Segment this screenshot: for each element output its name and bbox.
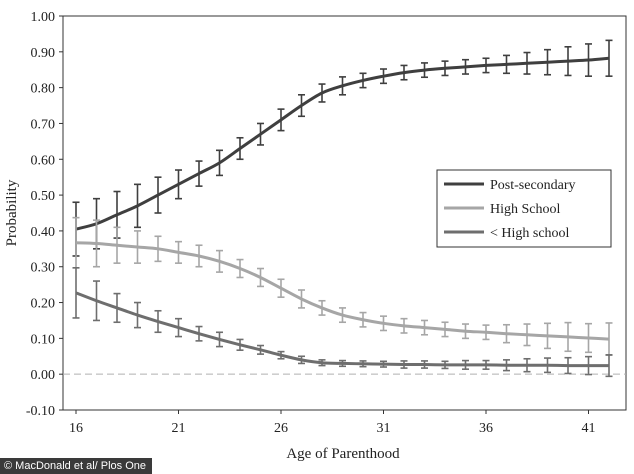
y-tick-label: 0.30: [31, 261, 56, 276]
y-tick-label: 0.20: [31, 297, 56, 312]
series-line: [75, 56, 610, 231]
x-tick-label: 16: [69, 421, 83, 436]
x-tick-label: 26: [274, 421, 288, 436]
y-axis-title: Probability: [4, 179, 20, 246]
x-axis-title: Age of Parenthood: [286, 446, 400, 462]
y-tick-label: -0.10: [26, 404, 55, 419]
y-tick-label: 0.80: [31, 82, 56, 97]
series-2: [72, 267, 613, 378]
y-tick-label: 1.00: [31, 10, 56, 25]
series-layer: [72, 39, 613, 378]
legend-label: Post-secondary: [490, 178, 576, 193]
x-tick-label: 31: [377, 421, 391, 436]
legend-label: High School: [490, 202, 561, 217]
y-tick-label: 0.00: [31, 368, 56, 383]
y-tick-label: 0.40: [31, 225, 56, 240]
y-tick-label: 0.60: [31, 153, 56, 168]
legend-label: < High school: [490, 226, 570, 241]
legend: Post-secondary High School < High school: [436, 169, 612, 248]
image-credit: © MacDonald et al/ Plos One: [0, 458, 153, 474]
x-tick-label: 21: [172, 421, 186, 436]
y-tick-label: 0.50: [31, 189, 56, 204]
x-tick-label: 36: [479, 421, 493, 436]
plot-frame: [62, 15, 627, 411]
y-tick-label: 0.90: [31, 46, 56, 61]
y-tick-label: 0.70: [31, 117, 56, 132]
series-1: [72, 216, 613, 356]
plot-border: [62, 15, 627, 411]
y-tick-label: 0.10: [31, 332, 56, 347]
series-line: [75, 291, 609, 368]
series-line: [75, 241, 610, 341]
axes: -0.10 0.00 0.10 0.20 0.30 0.40 0.50 0.60 0.70 0.8…: [26, 10, 596, 436]
x-tick-label: 41: [582, 421, 596, 436]
